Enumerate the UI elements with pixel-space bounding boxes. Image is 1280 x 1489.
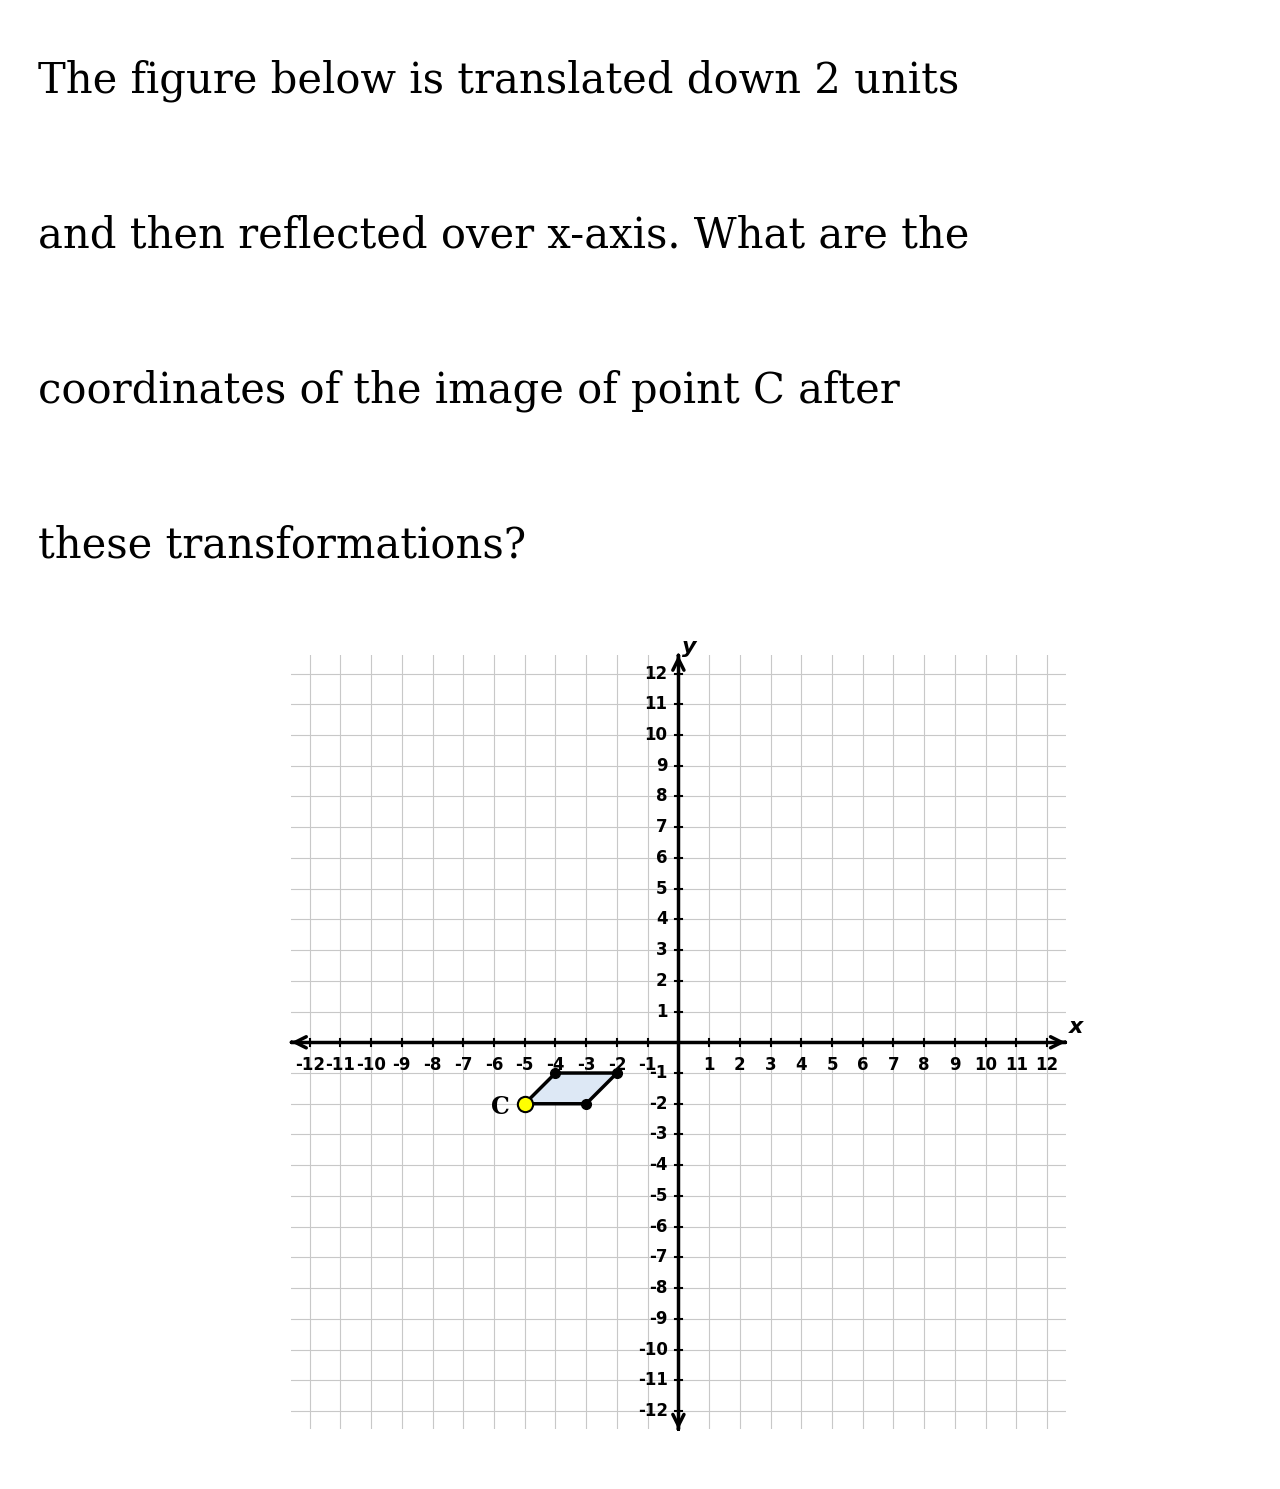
Text: 1: 1 xyxy=(657,1002,668,1020)
Text: -1: -1 xyxy=(639,1056,657,1074)
Text: -3: -3 xyxy=(649,1126,668,1144)
Text: -3: -3 xyxy=(577,1056,595,1074)
Text: -8: -8 xyxy=(649,1279,668,1297)
Text: 4: 4 xyxy=(795,1056,808,1074)
Text: 3: 3 xyxy=(764,1056,777,1074)
Text: -8: -8 xyxy=(424,1056,442,1074)
Text: -9: -9 xyxy=(393,1056,411,1074)
Text: C: C xyxy=(490,1094,509,1118)
Text: these transformations?: these transformations? xyxy=(38,524,526,566)
Text: -5: -5 xyxy=(649,1187,668,1205)
Text: x: x xyxy=(1069,1017,1083,1036)
Text: 10: 10 xyxy=(645,727,668,744)
Text: -12: -12 xyxy=(294,1056,325,1074)
Text: -7: -7 xyxy=(649,1248,668,1266)
Text: 11: 11 xyxy=(645,695,668,713)
Text: 7: 7 xyxy=(887,1056,900,1074)
Text: 5: 5 xyxy=(827,1056,838,1074)
Text: 2: 2 xyxy=(733,1056,746,1074)
Polygon shape xyxy=(525,1074,617,1103)
Text: -4: -4 xyxy=(547,1056,564,1074)
Text: 7: 7 xyxy=(657,819,668,837)
Text: 6: 6 xyxy=(858,1056,869,1074)
Text: 6: 6 xyxy=(657,849,668,867)
Text: 12: 12 xyxy=(1036,1056,1059,1074)
Text: -10: -10 xyxy=(637,1340,668,1358)
Text: 11: 11 xyxy=(1005,1056,1028,1074)
Text: 8: 8 xyxy=(657,788,668,806)
Text: and then reflected over x-axis. What are the: and then reflected over x-axis. What are… xyxy=(38,214,970,256)
Text: -11: -11 xyxy=(325,1056,356,1074)
Text: -11: -11 xyxy=(637,1371,668,1389)
Text: The figure below is translated down 2 units: The figure below is translated down 2 un… xyxy=(38,60,960,103)
Text: -2: -2 xyxy=(649,1094,668,1112)
Text: -5: -5 xyxy=(516,1056,534,1074)
Text: -12: -12 xyxy=(637,1403,668,1421)
Text: -9: -9 xyxy=(649,1310,668,1328)
Text: 5: 5 xyxy=(657,880,668,898)
Text: y: y xyxy=(682,637,696,657)
Text: coordinates of the image of point C after: coordinates of the image of point C afte… xyxy=(38,369,900,412)
Text: 12: 12 xyxy=(645,664,668,682)
Text: 8: 8 xyxy=(919,1056,931,1074)
Text: -7: -7 xyxy=(454,1056,472,1074)
Text: 3: 3 xyxy=(657,941,668,959)
Text: -10: -10 xyxy=(356,1056,387,1074)
Text: 9: 9 xyxy=(657,756,668,774)
Text: -4: -4 xyxy=(649,1155,668,1175)
Text: -2: -2 xyxy=(608,1056,626,1074)
Text: -6: -6 xyxy=(649,1218,668,1236)
Text: 2: 2 xyxy=(657,972,668,990)
Text: 1: 1 xyxy=(704,1056,714,1074)
Text: 9: 9 xyxy=(948,1056,961,1074)
Text: -6: -6 xyxy=(485,1056,503,1074)
Text: 10: 10 xyxy=(974,1056,997,1074)
Text: -1: -1 xyxy=(649,1065,668,1083)
Text: 4: 4 xyxy=(657,910,668,929)
